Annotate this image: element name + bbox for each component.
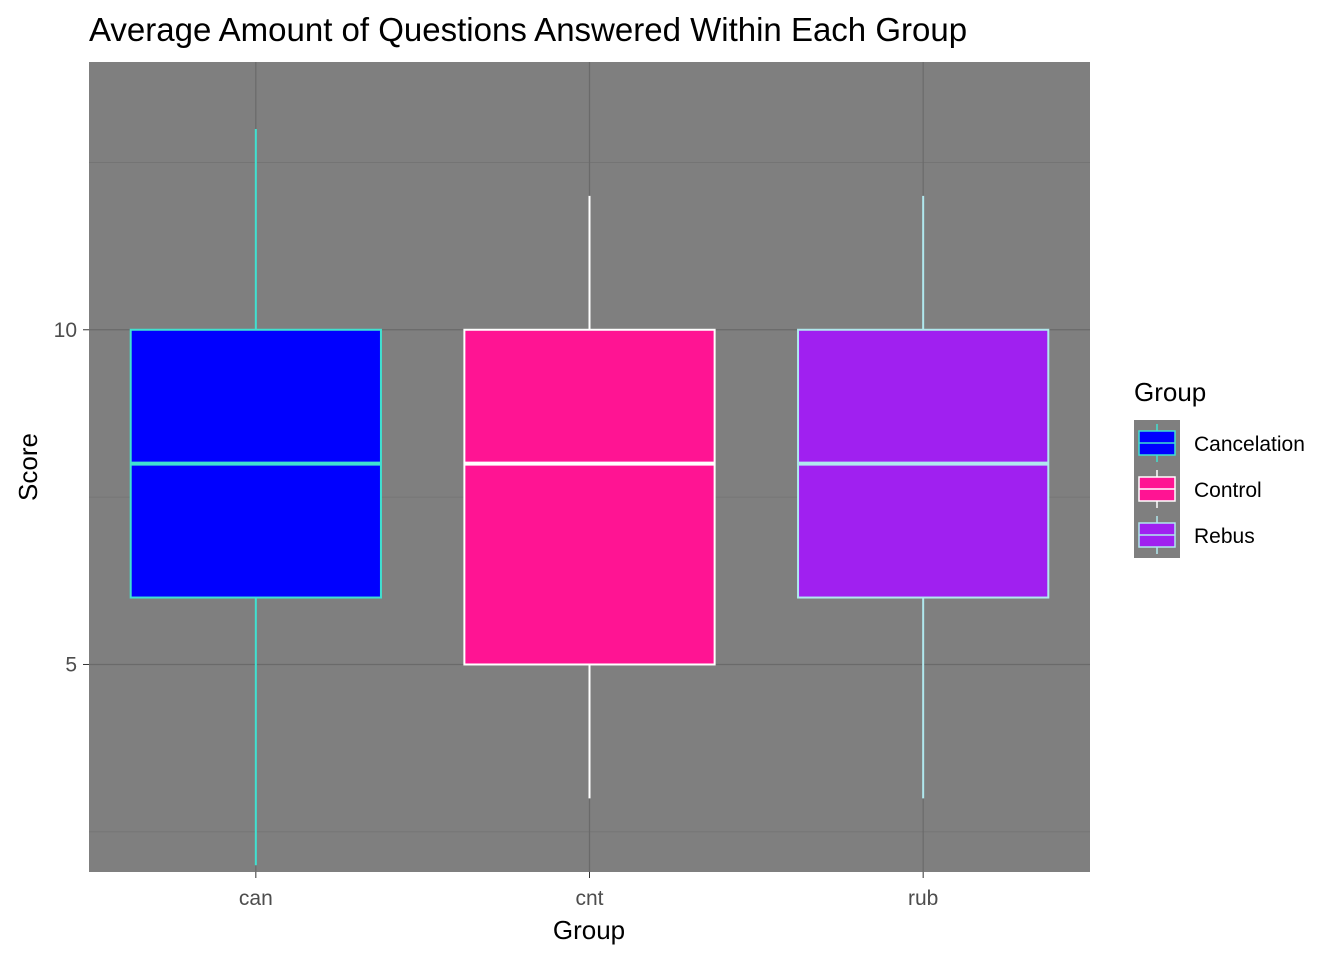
box-cnt	[463, 195, 716, 799]
y-tick-label: 5	[65, 653, 77, 676]
x-tick-label: rub	[908, 887, 938, 910]
legend: Group Cancelation Control Rebus	[1134, 377, 1305, 558]
chart-title: Average Amount of Questions Answered Wit…	[89, 11, 967, 48]
legend-keys: Cancelation Control Rebus	[1134, 420, 1305, 558]
x-axis-ticks: can cnt rub	[239, 872, 938, 910]
legend-key-rub: Rebus	[1134, 512, 1255, 558]
legend-label-rub: Rebus	[1194, 525, 1255, 548]
y-axis-ticks: 5 10	[54, 319, 89, 676]
y-tick-label: 10	[54, 319, 77, 342]
legend-key-can: Cancelation	[1134, 420, 1305, 466]
legend-label-can: Cancelation	[1194, 433, 1305, 456]
x-tick-label: can	[239, 887, 273, 910]
x-axis-title: Group	[553, 915, 625, 945]
y-axis-title: Score	[13, 433, 43, 501]
legend-title: Group	[1134, 377, 1206, 407]
box-can	[129, 128, 382, 866]
boxes	[129, 128, 1050, 866]
legend-label-cnt: Control	[1194, 479, 1262, 502]
legend-key-cnt: Control	[1134, 466, 1262, 512]
x-tick-label: cnt	[575, 887, 603, 910]
iqr-box	[463, 328, 716, 666]
box-rub	[797, 195, 1050, 799]
